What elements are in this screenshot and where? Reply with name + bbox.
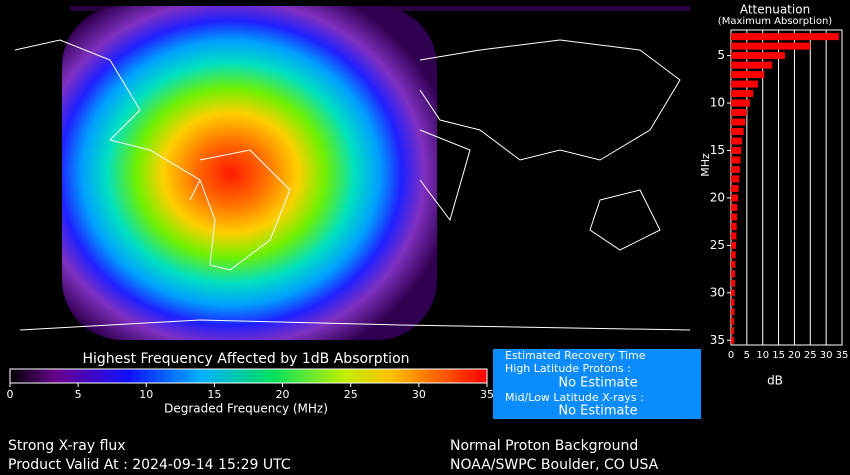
bar xyxy=(731,194,738,202)
bar xyxy=(731,42,811,50)
colorbar-tick-label: 25 xyxy=(344,388,358,401)
footer-text: Normal Proton Background xyxy=(450,438,638,454)
recovery-line: No Estimate xyxy=(558,376,637,391)
bar xyxy=(731,279,736,287)
absorption-field xyxy=(62,6,437,340)
bar xyxy=(731,260,736,268)
bar xyxy=(731,80,758,88)
y-tick-label: 20 xyxy=(710,190,725,204)
x-tick-label: 5 xyxy=(744,350,750,361)
x-tick-label: 20 xyxy=(788,350,801,361)
colorbar-tick-label: 30 xyxy=(412,388,426,401)
x-tick-label: 25 xyxy=(804,350,817,361)
bar xyxy=(731,184,739,192)
colorbar-tick-label: 5 xyxy=(75,388,82,401)
attenuation-subtitle: (Maximum Absorption) xyxy=(718,16,832,27)
bar xyxy=(731,52,785,60)
bar xyxy=(731,165,740,173)
x-tick-label: 15 xyxy=(772,350,785,361)
bar xyxy=(731,336,735,344)
footer-text: Product Valid At : 2024-09-14 15:29 UTC xyxy=(8,457,291,473)
recovery-line: Mid/Low Latitude X-rays : xyxy=(505,391,644,404)
recovery-title: Estimated Recovery Time xyxy=(505,349,646,362)
y-axis-label: MHz xyxy=(699,153,712,177)
x-tick-label: 35 xyxy=(836,350,849,361)
bar xyxy=(731,232,737,240)
attenuation-title: Attenuation xyxy=(740,3,810,17)
recovery-line: No Estimate xyxy=(558,404,637,419)
colorbar-tick-label: 20 xyxy=(276,388,290,401)
colorbar-tick-label: 10 xyxy=(139,388,153,401)
bar xyxy=(731,99,751,107)
colorbar-tick-label: 0 xyxy=(7,388,14,401)
bar xyxy=(731,308,735,316)
bar xyxy=(731,146,742,154)
bar xyxy=(731,33,839,41)
bar xyxy=(731,71,765,79)
bar xyxy=(731,298,735,306)
recovery-box xyxy=(493,349,701,419)
bar xyxy=(731,270,736,278)
bar xyxy=(731,118,746,126)
x-tick-label: 30 xyxy=(820,350,833,361)
bar xyxy=(731,289,735,297)
bar xyxy=(731,241,737,249)
y-tick-label: 30 xyxy=(710,285,725,299)
colorbar-label: Degraded Frequency (MHz) xyxy=(164,402,328,416)
y-tick-label: 35 xyxy=(710,333,725,347)
bar xyxy=(731,109,747,117)
x-axis-label: dB xyxy=(767,374,783,388)
colorbar-title: Highest Frequency Affected by 1dB Absorp… xyxy=(82,351,409,367)
x-tick-label: 10 xyxy=(756,350,769,361)
bar xyxy=(731,251,736,259)
bar xyxy=(731,137,743,145)
y-tick-label: 5 xyxy=(717,48,725,62)
y-tick-label: 15 xyxy=(710,143,725,157)
y-tick-label: 25 xyxy=(710,238,725,252)
bar xyxy=(731,128,744,136)
coastlines xyxy=(14,39,691,331)
footer-text: NOAA/SWPC Boulder, CO USA xyxy=(450,457,659,473)
x-tick-label: 0 xyxy=(728,350,734,361)
colorbar-tick-label: 35 xyxy=(480,388,494,401)
recovery-line: High Latitude Protons : xyxy=(505,362,631,375)
bar xyxy=(731,327,735,335)
bar xyxy=(731,317,735,325)
colorbar xyxy=(9,368,488,384)
bar xyxy=(731,213,738,221)
bar xyxy=(731,156,741,164)
bar xyxy=(731,203,738,211)
colorbar-tick-label: 15 xyxy=(207,388,221,401)
bar xyxy=(731,90,754,98)
bar xyxy=(731,61,773,69)
bar xyxy=(731,175,740,183)
bar xyxy=(731,222,737,230)
footer-text: Strong X-ray flux xyxy=(8,438,126,454)
y-tick-label: 10 xyxy=(710,96,725,110)
